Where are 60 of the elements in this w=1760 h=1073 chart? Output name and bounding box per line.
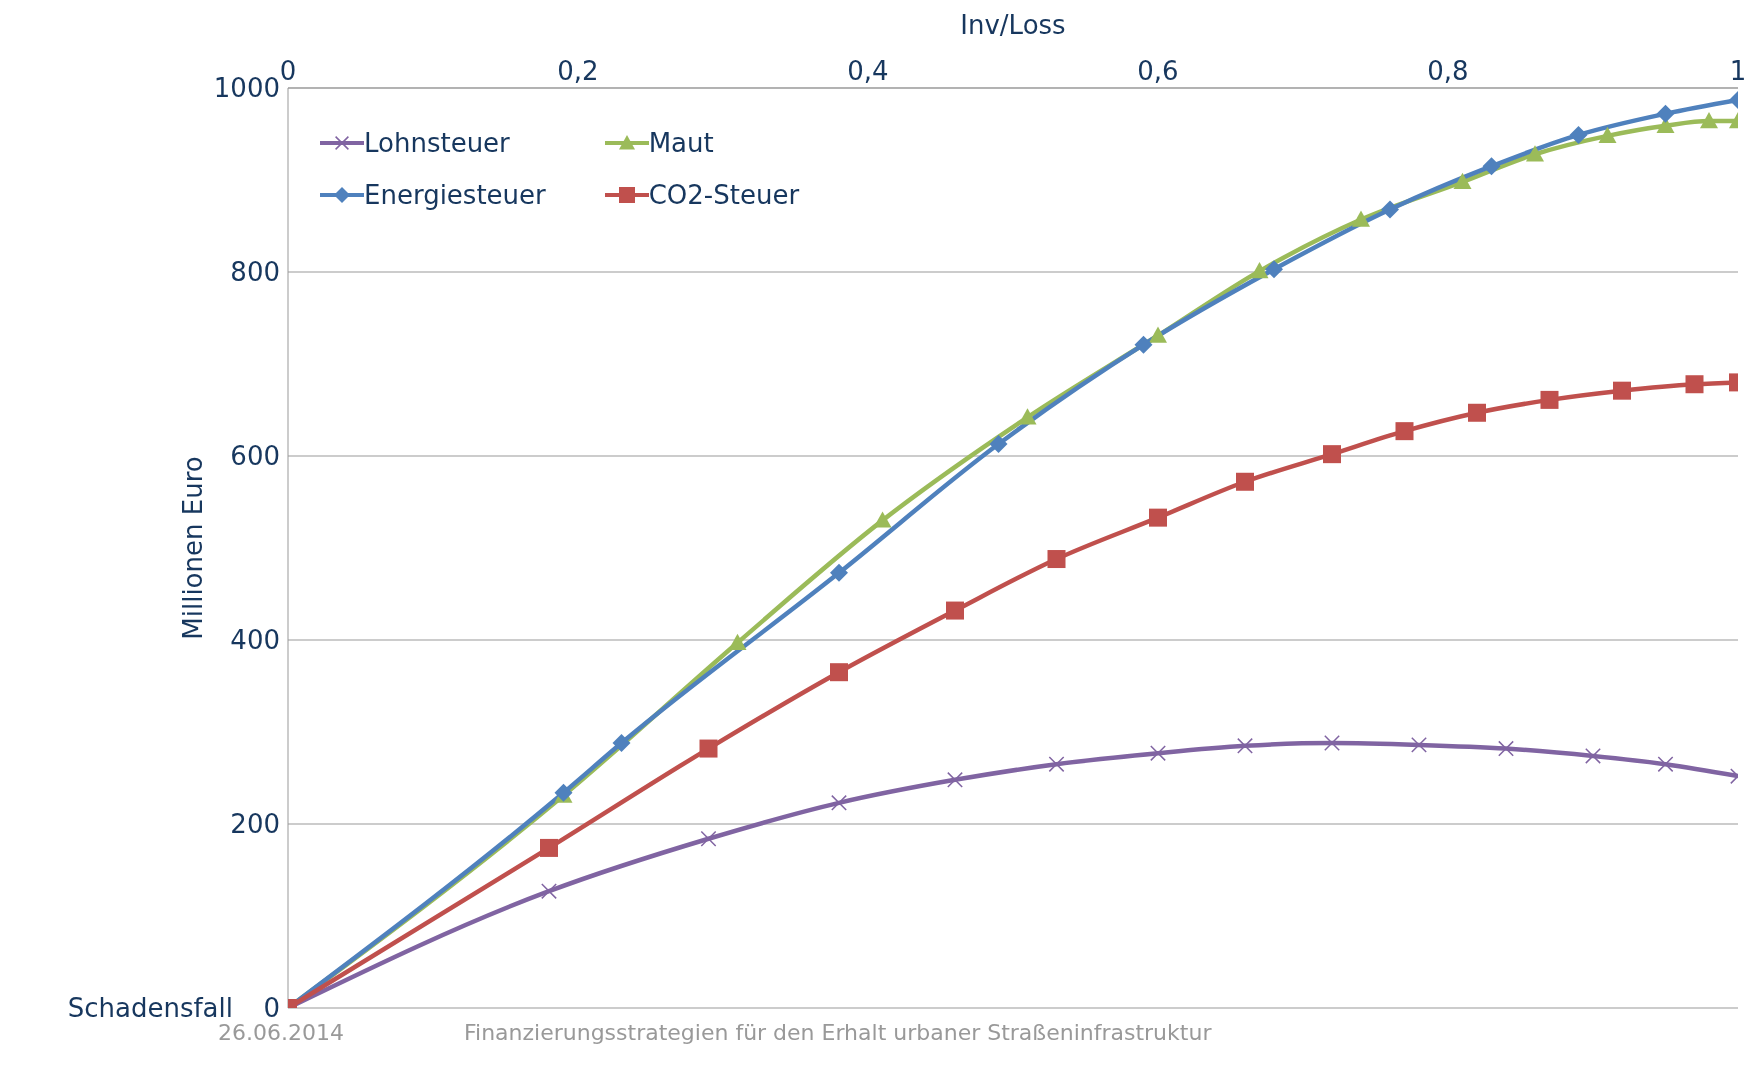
point: [1352, 210, 1370, 227]
point: [947, 771, 963, 788]
point: [1498, 740, 1514, 757]
point: [831, 794, 847, 811]
point: [1149, 508, 1167, 527]
point: [728, 633, 747, 650]
point: [989, 435, 1008, 454]
y-axis-title: Millionen Euro: [178, 456, 209, 640]
point: [1526, 145, 1544, 162]
point: [699, 739, 718, 758]
point: [1237, 737, 1253, 754]
point: [1134, 335, 1153, 354]
y-tick-label: 600: [230, 441, 280, 472]
point: [1657, 756, 1674, 773]
point: [1569, 125, 1588, 144]
point: [830, 663, 848, 682]
point: [946, 601, 964, 620]
text: Finanzierungsstrategien für den Erhalt urbaner Straßeninfrastruktur: [463, 1020, 1212, 1045]
point: [1598, 126, 1617, 144]
y-tick-label: 200: [230, 809, 280, 840]
legend-label: Lohnsteuer: [364, 128, 510, 158]
x-tick-label: 0,6: [1137, 56, 1179, 86]
point: [1613, 381, 1631, 400]
point: [1250, 262, 1269, 279]
point: [1395, 422, 1414, 441]
point: [1047, 550, 1066, 569]
point: [700, 830, 717, 847]
y-tick-label: 800: [230, 257, 280, 288]
point: [1323, 445, 1341, 464]
point: [830, 563, 848, 582]
point: [1453, 172, 1472, 190]
point: [1236, 472, 1254, 491]
legend-label: CO2-Steuer: [648, 180, 800, 210]
x-axis-title: Inv/Loss: [960, 10, 1066, 41]
legend-label: Energiesteuer: [364, 180, 546, 210]
point: [1150, 745, 1166, 762]
point: [1149, 326, 1167, 343]
point: [612, 734, 631, 753]
y-tick-label: 1000: [213, 73, 280, 104]
point: [1381, 200, 1399, 219]
point: [1700, 112, 1718, 129]
point: [1540, 390, 1559, 409]
x-tick-label: 0,8: [1427, 56, 1469, 86]
point: [1482, 157, 1501, 176]
x-tick-label: 0,4: [847, 56, 889, 86]
point: [1324, 735, 1340, 751]
point: [1468, 403, 1486, 422]
point: [1411, 736, 1427, 753]
point: [1585, 747, 1601, 764]
point: [540, 838, 558, 857]
x-tick-label: 0,2: [557, 56, 599, 86]
point: [541, 883, 557, 900]
legend-label: Maut: [648, 128, 714, 158]
y-tick-label: 400: [230, 625, 280, 656]
point: [1048, 756, 1065, 773]
point: [1265, 260, 1283, 279]
point: [1018, 408, 1037, 425]
point: [1656, 104, 1675, 123]
x-tick-label: 1: [1729, 56, 1747, 86]
point: [1685, 375, 1704, 394]
